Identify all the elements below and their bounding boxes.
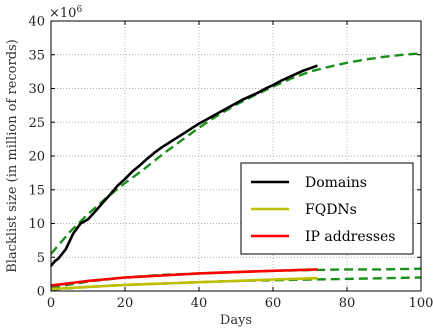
series-line-ip-addresses <box>50 268 318 287</box>
legend: Domains FQDNs IP addresses <box>240 162 414 255</box>
y-tick-label: 30 <box>28 82 45 97</box>
series-line-domains <box>49 64 318 267</box>
x-tick-label: 20 <box>117 296 134 311</box>
y-multiplier-label: ×106 <box>49 5 82 21</box>
x-tick-label: 100 <box>409 296 433 311</box>
legend-label-fqdns: FQDNs <box>305 202 357 218</box>
y-multiplier-exponent: 6 <box>76 5 82 15</box>
x-tick-label: 80 <box>339 296 356 311</box>
series-lines <box>49 52 422 291</box>
y-tick-label: 0 <box>37 285 45 300</box>
legend-label-ip-addresses: IP addresses <box>305 229 396 245</box>
y-tick-label: 5 <box>37 251 45 266</box>
axis-ticks <box>50 20 422 292</box>
series-line-fqdns <box>50 276 318 291</box>
y-tick-label: 10 <box>28 217 45 232</box>
x-tick-labels: 0 20 40 60 80 100 <box>47 296 433 311</box>
y-tick-label: 20 <box>28 150 45 165</box>
y-tick-label: 15 <box>28 183 45 198</box>
x-tick-label: 0 <box>47 296 55 311</box>
y-axis-label: Blacklist size (in million of records) <box>5 39 20 273</box>
x-tick-label: 60 <box>265 296 282 311</box>
x-axis-label: Days <box>220 313 252 328</box>
y-tick-label: 40 <box>28 15 45 30</box>
legend-label-domains: Domains <box>305 175 367 191</box>
y-tick-label: 25 <box>28 116 45 131</box>
x-tick-label: 40 <box>191 296 208 311</box>
y-multiplier-base: ×10 <box>49 6 76 21</box>
y-tick-label: 35 <box>28 48 45 63</box>
y-tick-labels: 0 5 10 15 20 25 30 35 40 <box>28 15 45 300</box>
